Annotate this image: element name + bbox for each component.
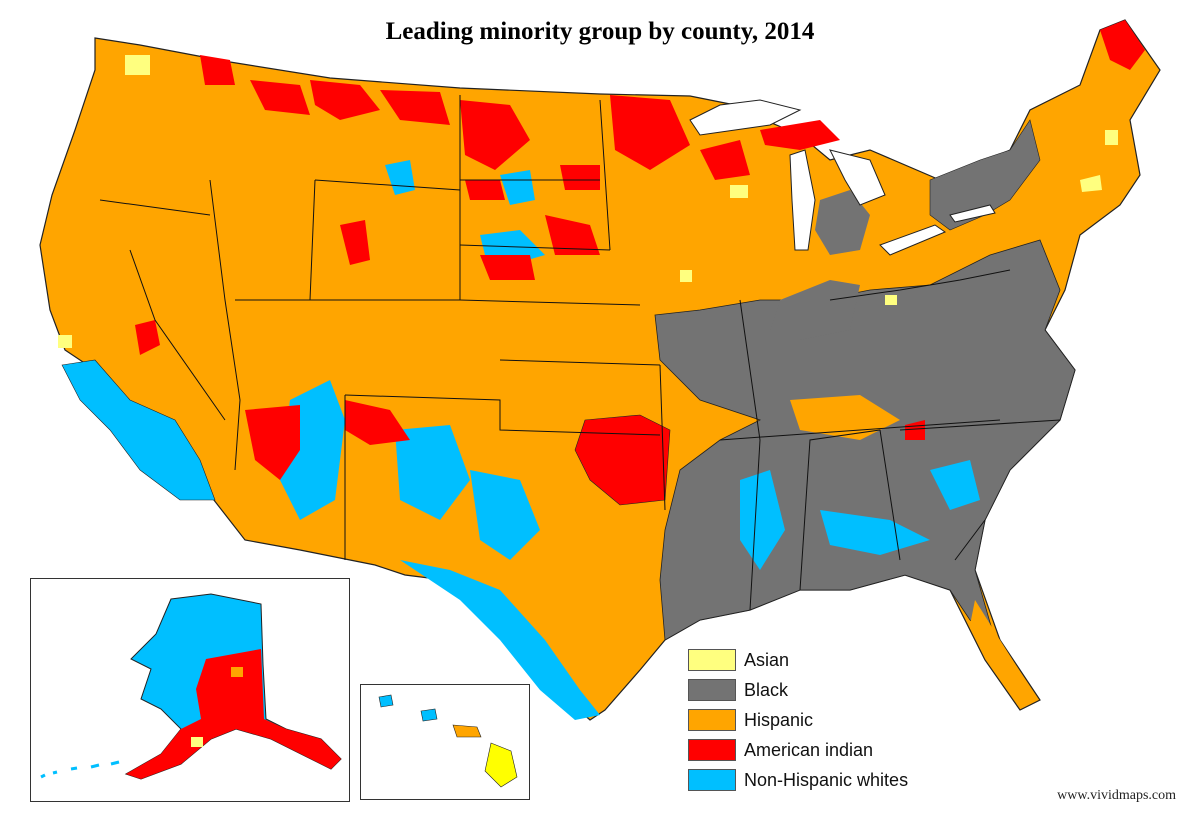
legend-item-american-indian: American indian — [688, 735, 908, 765]
region-ai-arizona — [245, 405, 300, 480]
region-nhw-alabama-georgia — [820, 510, 930, 555]
region-ai-montana — [200, 55, 450, 125]
lake-michigan — [789, 149, 816, 251]
region-ai-minnesota-wisconsin — [610, 95, 750, 180]
lake-erie — [879, 224, 947, 256]
hawaii-oahu — [420, 708, 438, 722]
region-black-ohio-valley — [770, 280, 860, 340]
region-asian-california — [58, 335, 72, 348]
region-ai-michigan-up — [760, 120, 840, 150]
region-ai-nevada — [135, 320, 160, 355]
region-nhw-mississippi — [740, 470, 785, 570]
legend-item-non-hispanic-whites: Non-Hispanic whites — [688, 765, 908, 795]
source-credit: www.vividmaps.com — [1057, 788, 1176, 803]
region-asian-northeast — [1080, 130, 1118, 192]
legend-swatch-asian — [688, 649, 736, 671]
region-asian-minnesota — [730, 185, 748, 198]
legend-item-hispanic: Hispanic — [688, 705, 908, 735]
legend-item-black: Black — [688, 675, 908, 705]
alaska-asian-spot — [191, 737, 203, 747]
alaska-ai-region — [126, 649, 341, 779]
alaska-hispanic-spot — [231, 667, 243, 677]
region-nhw-north-dakota — [500, 170, 535, 205]
hawaii-big-island — [484, 742, 518, 788]
region-black-northeast — [929, 119, 1041, 231]
lake-ontario — [949, 204, 996, 223]
region-ai-oklahoma — [574, 414, 671, 506]
legend-swatch-non-hispanic-whites — [688, 769, 736, 791]
legend: Asian Black Hispanic American indian Non… — [688, 645, 908, 795]
alaska-map — [40, 593, 342, 780]
hawaii-inset — [360, 684, 530, 800]
region-ai-new-mexico — [345, 400, 410, 445]
legend-swatch-black — [688, 679, 736, 701]
region-nhw-texas-north — [470, 470, 540, 560]
pocket-hispanic-florida — [970, 600, 1035, 700]
hawaii-kauai — [378, 694, 394, 708]
aleutian-islands — [40, 760, 120, 779]
hawaii-maui — [452, 724, 482, 738]
state-borders — [99, 95, 1061, 611]
region-nhw-texas — [400, 560, 600, 720]
region-ai-wyoming — [340, 220, 370, 265]
region-nhw-new-mexico-east — [395, 425, 470, 520]
legend-label-non-hispanic-whites: Non-Hispanic whites — [744, 769, 909, 790]
legend-item-asian: Asian — [688, 645, 908, 675]
lake-huron — [829, 149, 886, 206]
legend-label-black: Black — [744, 679, 789, 700]
legend-swatch-hispanic — [688, 709, 736, 731]
legend-label-american-indian: American indian — [744, 739, 874, 760]
region-black-michigan — [815, 190, 870, 255]
legend-label-hispanic: Hispanic — [744, 709, 814, 730]
region-asian-washington — [125, 55, 150, 75]
lake-superior — [689, 99, 802, 136]
region-ai-north-carolina — [905, 420, 925, 440]
legend-swatch-american-indian — [688, 739, 736, 761]
region-nhw-carolinas — [930, 460, 980, 510]
region-ai-maine — [1100, 20, 1145, 70]
legend-label-asian: Asian — [744, 649, 790, 670]
region-nhw-california — [61, 359, 216, 501]
hawaii-map — [378, 694, 518, 788]
alaska-inset — [30, 578, 350, 802]
map-title: Leading minority group by county, 2014 — [385, 18, 815, 45]
region-ai-dakotas — [460, 100, 600, 280]
